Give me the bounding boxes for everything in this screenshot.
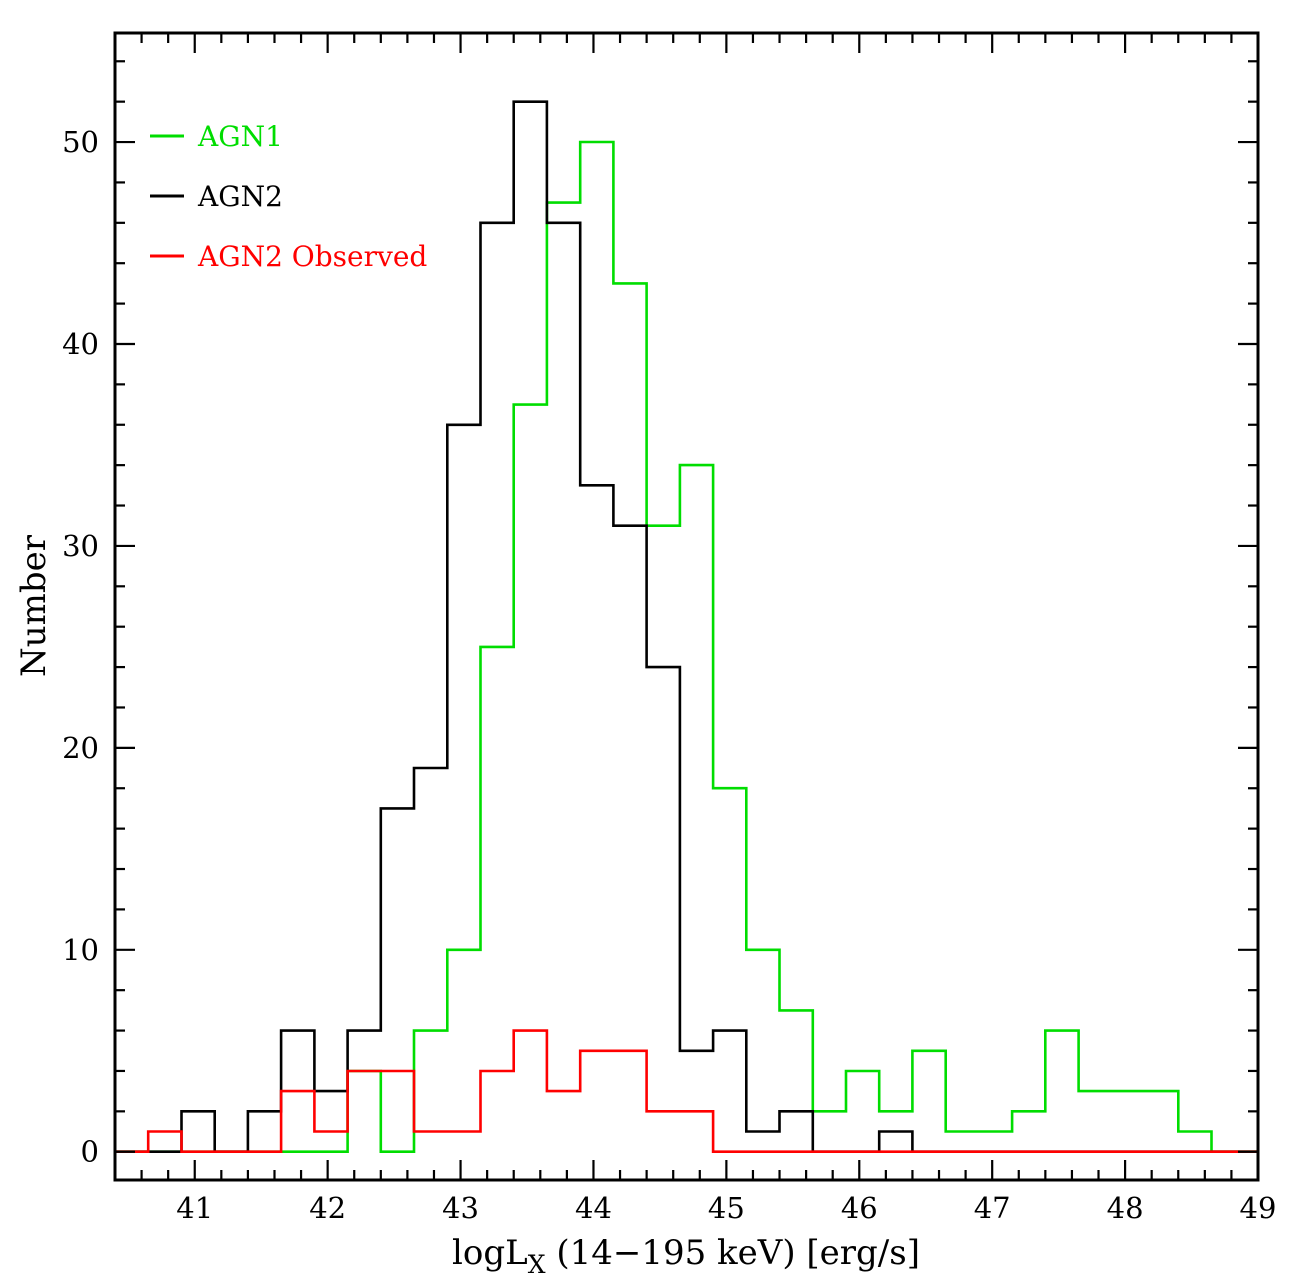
- y-tick-label: 20: [62, 731, 99, 765]
- axis-ticks: [113, 33, 1260, 1180]
- x-tick-label: 43: [442, 1191, 479, 1225]
- legend-label-agn2: AGN2: [197, 180, 283, 213]
- y-tick-label: 0: [81, 1135, 99, 1169]
- legend: AGN1 AGN2 AGN2 Observed: [150, 120, 427, 273]
- plot-frame: [113, 31, 1260, 1182]
- y-tick-label: 40: [62, 327, 99, 361]
- y-tick-label: 50: [62, 125, 99, 159]
- x-axis-label-main: logL: [452, 1233, 528, 1273]
- y-tick-label: 10: [62, 933, 99, 967]
- x-axis-label-rest: (14−195 keV) [erg/s]: [546, 1233, 920, 1273]
- y-tick-label: 30: [62, 529, 99, 563]
- y-tick-labels: 0 10 20 30 40 50: [62, 125, 99, 1169]
- x-axis-label: logLX (14−195 keV) [erg/s]: [452, 1233, 920, 1279]
- x-axis-label-subscript: X: [528, 1250, 546, 1279]
- legend-label-agn2-observed: AGN2 Observed: [197, 240, 427, 273]
- legend-label-agn1: AGN1: [197, 120, 283, 153]
- x-tick-label: 47: [974, 1191, 1011, 1225]
- x-tick-label: 42: [309, 1191, 346, 1225]
- y-axis-label: Number: [14, 534, 54, 677]
- series-agn2-observed: [115, 1029, 1258, 1153]
- series-agn1: [115, 140, 1258, 1153]
- x-tick-labels: 41 42 43 44 45 46 47 48 49: [176, 1191, 1276, 1225]
- x-tick-label: 48: [1107, 1191, 1144, 1225]
- histogram-series: [115, 100, 1258, 1153]
- x-tick-label: 49: [1240, 1191, 1277, 1225]
- x-tick-label: 41: [176, 1191, 213, 1225]
- x-tick-label: 45: [708, 1191, 745, 1225]
- x-tick-label: 44: [575, 1191, 612, 1225]
- x-tick-label: 46: [841, 1191, 878, 1225]
